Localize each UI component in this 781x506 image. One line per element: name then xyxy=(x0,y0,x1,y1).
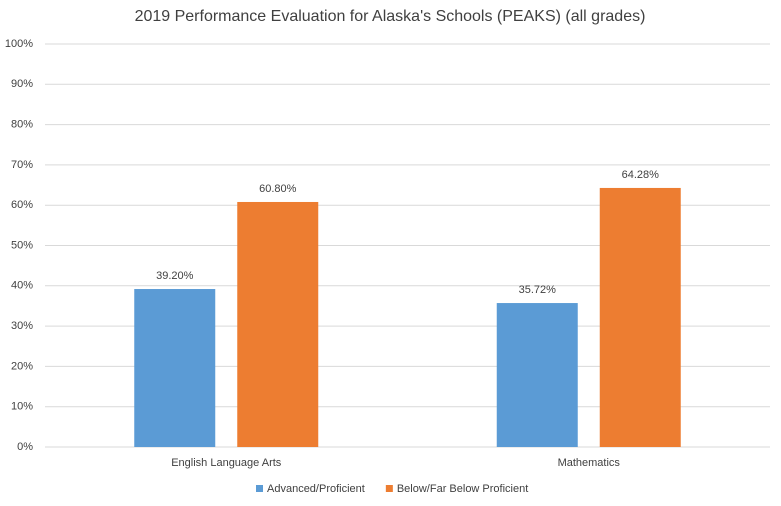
y-tick-label: 40% xyxy=(11,280,33,292)
y-tick-label: 30% xyxy=(11,320,33,332)
legend-label: Below/Far Below Proficient xyxy=(397,483,528,495)
chart-title: 2019 Performance Evaluation for Alaska's… xyxy=(135,8,646,25)
legend-swatch xyxy=(256,485,263,492)
y-tick-label: 100% xyxy=(5,38,33,50)
bar xyxy=(134,289,216,447)
y-tick-label: 80% xyxy=(11,119,33,131)
legend-label: Advanced/Proficient xyxy=(267,483,365,495)
y-tick-label: 70% xyxy=(11,159,33,171)
y-tick-label: 90% xyxy=(11,78,33,90)
legend-swatch xyxy=(385,485,393,492)
x-tick-label: English Language Arts xyxy=(171,457,282,469)
y-tick-label: 50% xyxy=(11,239,33,251)
data-label: 60.80% xyxy=(259,183,297,195)
bar xyxy=(496,303,578,447)
bar xyxy=(599,187,681,447)
data-label: 35.72% xyxy=(519,284,557,296)
y-tick-label: 60% xyxy=(11,199,33,211)
data-label: 39.20% xyxy=(156,270,194,282)
y-tick-label: 20% xyxy=(11,360,33,372)
y-tick-label: 0% xyxy=(17,441,33,453)
y-tick-label: 10% xyxy=(11,401,33,413)
bar xyxy=(237,201,319,447)
x-tick-label: Mathematics xyxy=(558,457,621,469)
data-label: 64.28% xyxy=(622,169,660,181)
